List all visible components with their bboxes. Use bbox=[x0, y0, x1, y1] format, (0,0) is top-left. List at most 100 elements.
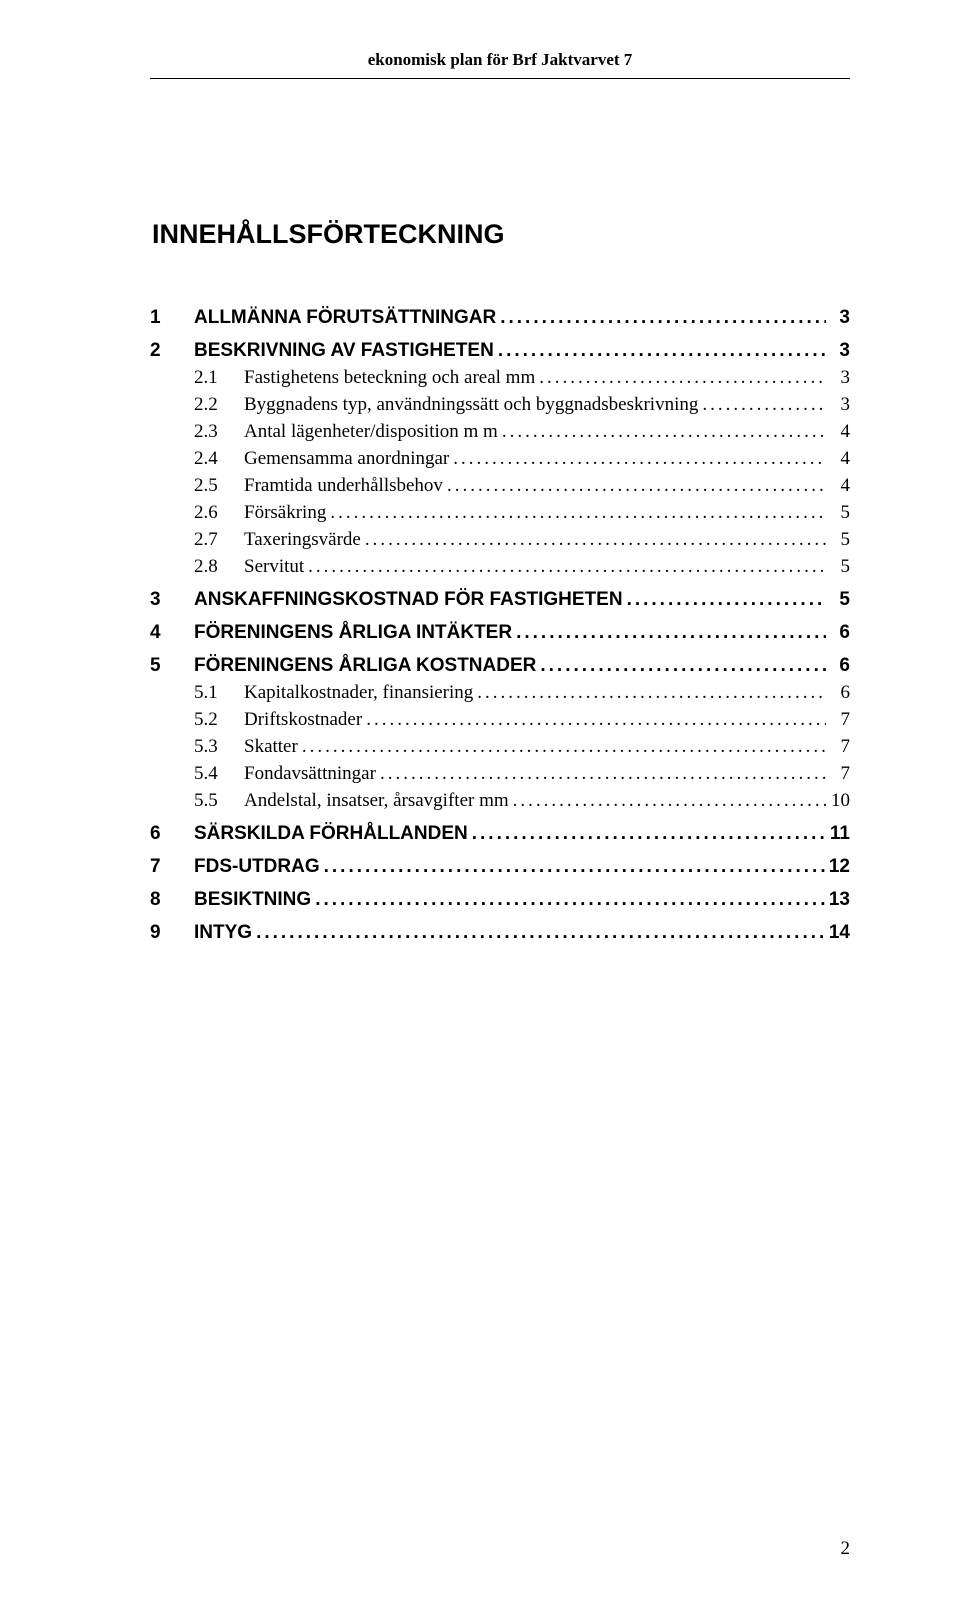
toc-leader-dots bbox=[376, 764, 826, 783]
toc-leader-dots bbox=[326, 503, 826, 522]
toc-entry-number: 2.6 bbox=[194, 503, 244, 522]
toc-entry-label: Försäkring bbox=[244, 503, 326, 522]
toc-entry-number: 2.7 bbox=[194, 530, 244, 549]
toc-entry-label: Antal lägenheter/disposition m m bbox=[244, 422, 498, 441]
toc-entry-page: 3 bbox=[826, 308, 850, 327]
toc-entry-number: 9 bbox=[150, 923, 194, 942]
toc-subentry: 5.5 Andelstal, insatser, årsavgifter mm … bbox=[150, 791, 850, 810]
toc-entry-number: 2.3 bbox=[194, 422, 244, 441]
toc-leader-dots bbox=[449, 449, 826, 468]
toc-entry: 3 ANSKAFFNINGSKOSTNAD FÖR FASTIGHETEN 5 bbox=[150, 590, 850, 609]
toc-entry-page: 14 bbox=[826, 923, 850, 942]
toc-entry-label: ANSKAFFNINGSKOSTNAD FÖR FASTIGHETEN bbox=[194, 590, 623, 609]
toc-subentry: 2.4 Gemensamma anordningar 4 bbox=[150, 449, 850, 468]
toc-entry-page: 3 bbox=[826, 368, 850, 387]
toc-entry-page: 5 bbox=[826, 557, 850, 576]
toc-leader-dots bbox=[509, 791, 826, 810]
toc-subentry: 5.1 Kapitalkostnader, finansiering 6 bbox=[150, 683, 850, 702]
toc-leader-dots bbox=[473, 683, 826, 702]
toc-entry: 1 ALLMÄNNA FÖRUTSÄTTNINGAR 3 bbox=[150, 308, 850, 327]
toc-leader-dots bbox=[320, 857, 826, 876]
toc-leader-dots bbox=[498, 422, 826, 441]
document-page: ekonomisk plan för Brf Jaktvarvet 7 INNE… bbox=[0, 0, 960, 942]
toc-entry-page: 7 bbox=[826, 710, 850, 729]
toc-entry-page: 7 bbox=[826, 737, 850, 756]
toc-entry-number: 8 bbox=[150, 890, 194, 909]
page-number: 2 bbox=[841, 1538, 851, 1560]
toc-subentry: 5.4 Fondavsättningar 7 bbox=[150, 764, 850, 783]
toc-leader-dots bbox=[443, 476, 826, 495]
toc-entry: 8 BESIKTNING 13 bbox=[150, 890, 850, 909]
toc-entry-label: Andelstal, insatser, årsavgifter mm bbox=[244, 791, 509, 810]
toc-entry-label: Fondavsättningar bbox=[244, 764, 376, 783]
toc-leader-dots bbox=[468, 824, 826, 843]
toc-entry-page: 4 bbox=[826, 449, 850, 468]
toc-entry-label: FÖRENINGENS ÅRLIGA KOSTNADER bbox=[194, 656, 536, 675]
toc-entry-number: 2.5 bbox=[194, 476, 244, 495]
toc-subentry: 2.6 Försäkring 5 bbox=[150, 503, 850, 522]
toc-entry-number: 4 bbox=[150, 623, 194, 642]
toc-entry: 2 BESKRIVNING AV FASTIGHETEN 3 bbox=[150, 341, 850, 360]
toc-entry: 5 FÖRENINGENS ÅRLIGA KOSTNADER 6 bbox=[150, 656, 850, 675]
toc-entry-page: 5 bbox=[826, 503, 850, 522]
toc-entry-number: 5.1 bbox=[194, 683, 244, 702]
toc-entry-label: BESKRIVNING AV FASTIGHETEN bbox=[194, 341, 494, 360]
toc-entry-number: 3 bbox=[150, 590, 194, 609]
toc-subentry: 2.2 Byggnadens typ, användningssätt och … bbox=[150, 395, 850, 414]
toc-entry: 6 SÄRSKILDA FÖRHÅLLANDEN 11 bbox=[150, 824, 850, 843]
toc-entry-number: 2.2 bbox=[194, 395, 244, 414]
table-of-contents: 1 ALLMÄNNA FÖRUTSÄTTNINGAR 3 2 BESKRIVNI… bbox=[150, 308, 850, 942]
toc-entry-label: ALLMÄNNA FÖRUTSÄTTNINGAR bbox=[194, 308, 496, 327]
toc-entry-number: 2.4 bbox=[194, 449, 244, 468]
toc-entry-label: SÄRSKILDA FÖRHÅLLANDEN bbox=[194, 824, 468, 843]
toc-entry: 9 INTYG 14 bbox=[150, 923, 850, 942]
toc-entry-label: Framtida underhållsbehov bbox=[244, 476, 443, 495]
toc-leader-dots bbox=[535, 368, 826, 387]
toc-entry-number: 2 bbox=[150, 341, 194, 360]
toc-leader-dots bbox=[252, 923, 826, 942]
toc-entry-label: Kapitalkostnader, finansiering bbox=[244, 683, 473, 702]
toc-entry-number: 2.1 bbox=[194, 368, 244, 387]
toc-leader-dots bbox=[494, 341, 826, 360]
toc-entry-page: 7 bbox=[826, 764, 850, 783]
toc-subentry: 2.1 Fastighetens beteckning och areal mm… bbox=[150, 368, 850, 387]
toc-subentry: 2.3 Antal lägenheter/disposition m m 4 bbox=[150, 422, 850, 441]
toc-subentry: 2.7 Taxeringsvärde 5 bbox=[150, 530, 850, 549]
toc-entry-number: 1 bbox=[150, 308, 194, 327]
toc-leader-dots bbox=[698, 395, 826, 414]
toc-heading: INNEHÅLLSFÖRTECKNING bbox=[152, 219, 850, 250]
toc-entry-number: 2.8 bbox=[194, 557, 244, 576]
toc-leader-dots bbox=[536, 656, 826, 675]
toc-entry-label: Skatter bbox=[244, 737, 298, 756]
toc-entry-label: Gemensamma anordningar bbox=[244, 449, 449, 468]
toc-leader-dots bbox=[512, 623, 826, 642]
toc-leader-dots bbox=[496, 308, 826, 327]
toc-leader-dots bbox=[361, 530, 826, 549]
toc-entry-label: Fastighetens beteckning och areal mm bbox=[244, 368, 535, 387]
toc-entry-label: FDS-UTDRAG bbox=[194, 857, 320, 876]
toc-entry-number: 5.2 bbox=[194, 710, 244, 729]
toc-entry: 4 FÖRENINGENS ÅRLIGA INTÄKTER 6 bbox=[150, 623, 850, 642]
toc-leader-dots bbox=[311, 890, 826, 909]
toc-entry-number: 5 bbox=[150, 656, 194, 675]
toc-entry: 7 FDS-UTDRAG 12 bbox=[150, 857, 850, 876]
toc-entry-number: 7 bbox=[150, 857, 194, 876]
toc-entry-page: 5 bbox=[826, 590, 850, 609]
toc-entry-page: 3 bbox=[826, 341, 850, 360]
toc-leader-dots bbox=[362, 710, 826, 729]
toc-leader-dots bbox=[298, 737, 826, 756]
toc-subentry: 5.2 Driftskostnader 7 bbox=[150, 710, 850, 729]
toc-entry-page: 4 bbox=[826, 476, 850, 495]
toc-entry-label: FÖRENINGENS ÅRLIGA INTÄKTER bbox=[194, 623, 512, 642]
toc-subentry: 2.8 Servitut 5 bbox=[150, 557, 850, 576]
toc-leader-dots bbox=[304, 557, 826, 576]
toc-entry-page: 6 bbox=[826, 623, 850, 642]
toc-entry-label: BESIKTNING bbox=[194, 890, 311, 909]
toc-entry-label: INTYG bbox=[194, 923, 252, 942]
toc-entry-label: Driftskostnader bbox=[244, 710, 362, 729]
toc-entry-number: 5.4 bbox=[194, 764, 244, 783]
toc-entry-page: 6 bbox=[826, 683, 850, 702]
toc-entry-label: Taxeringsvärde bbox=[244, 530, 361, 549]
toc-subentry: 5.3 Skatter 7 bbox=[150, 737, 850, 756]
document-header-title: ekonomisk plan för Brf Jaktvarvet 7 bbox=[150, 50, 850, 70]
